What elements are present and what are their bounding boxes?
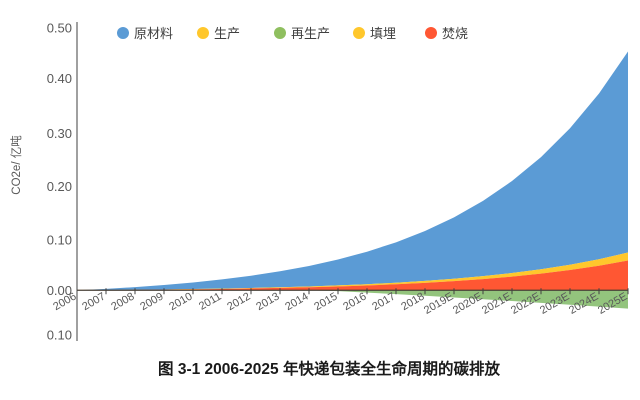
svg-text:生产: 生产 <box>214 26 240 41</box>
svg-text:0.50: 0.50 <box>47 21 72 36</box>
svg-text:原材料: 原材料 <box>134 26 173 41</box>
svg-text:0.10: 0.10 <box>47 328 72 343</box>
svg-text:0.20: 0.20 <box>47 179 72 194</box>
svg-text:图 3-1 2006-2025 年快递包装全生命周期的碳排放: 图 3-1 2006-2025 年快递包装全生命周期的碳排放 <box>158 359 500 378</box>
svg-text:0.30: 0.30 <box>47 126 72 141</box>
svg-text:填埋: 填埋 <box>370 26 396 41</box>
svg-text:CO2e/ 亿吨: CO2e/ 亿吨 <box>10 135 23 195</box>
svg-text:0.40: 0.40 <box>47 71 72 86</box>
svg-text:焚烧: 焚烧 <box>442 26 468 41</box>
svg-text:0.10: 0.10 <box>47 233 72 248</box>
svg-text:再生产: 再生产 <box>291 26 330 41</box>
